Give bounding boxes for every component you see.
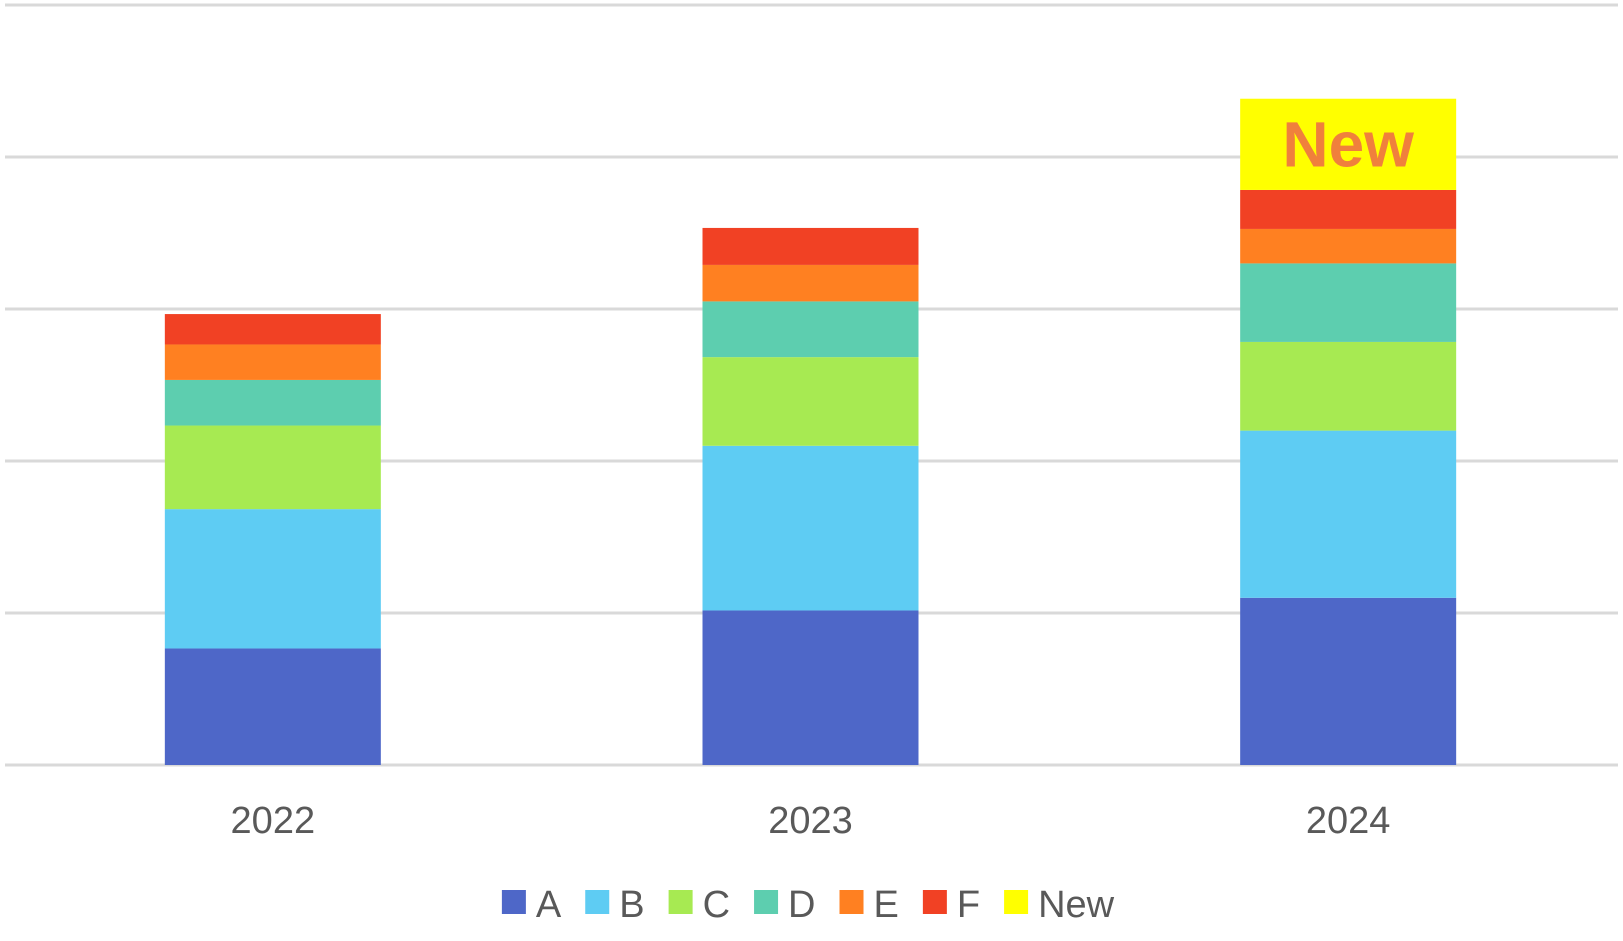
bar-segment-f-2024: [1240, 189, 1457, 229]
bar-segment-a-2022: [164, 648, 381, 765]
legend-label-f: F: [957, 884, 980, 926]
legend-swatch-new: [1004, 890, 1029, 914]
legend-swatch-f: [922, 890, 947, 914]
legend-label-e: E: [874, 884, 899, 926]
new-segment-annotation: New: [1282, 108, 1414, 180]
legend-swatch-b: [585, 890, 610, 914]
x-tick-label: 2024: [1306, 800, 1391, 842]
bar-segment-c-2022: [164, 425, 381, 510]
bar-segment-d-2023: [702, 301, 919, 358]
bar-segment-a-2024: [1240, 597, 1457, 765]
legend-swatch-c: [668, 890, 693, 914]
annotations: New: [1282, 108, 1414, 180]
legend-label-new: New: [1038, 884, 1115, 926]
bar-segment-d-2022: [164, 379, 381, 426]
x-axis-tick-labels: 2022 2023 2024: [231, 800, 1391, 842]
bar-segment-e-2023: [702, 264, 919, 302]
bars: [164, 98, 1457, 765]
legend-label-c: C: [703, 884, 730, 926]
x-tick-label: 2023: [768, 800, 853, 842]
legend-swatch-e: [839, 890, 864, 914]
legend-swatch-a: [501, 890, 526, 914]
legend-label-d: D: [788, 884, 815, 926]
bar-segment-new-2024: [1240, 98, 1457, 190]
legend-label-b: B: [619, 884, 644, 926]
bar-segment-a-2023: [702, 610, 919, 765]
bar-segment-b-2024: [1240, 430, 1457, 598]
bar-segment-f-2023: [702, 227, 919, 265]
legend: A B C D E F New: [501, 884, 1115, 926]
bar-segment-b-2023: [702, 445, 919, 611]
bar-segment-e-2024: [1240, 228, 1457, 264]
bar-segment-c-2024: [1240, 341, 1457, 431]
bar-segment-c-2023: [702, 357, 919, 446]
bar-segment-e-2022: [164, 344, 381, 380]
bar-segment-d-2024: [1240, 263, 1457, 342]
x-tick-label: 2022: [231, 800, 316, 842]
legend-label-a: A: [536, 884, 562, 926]
legend-swatch-d: [754, 890, 779, 914]
bar-segment-b-2022: [164, 509, 381, 649]
bar-segment-f-2022: [164, 314, 381, 345]
